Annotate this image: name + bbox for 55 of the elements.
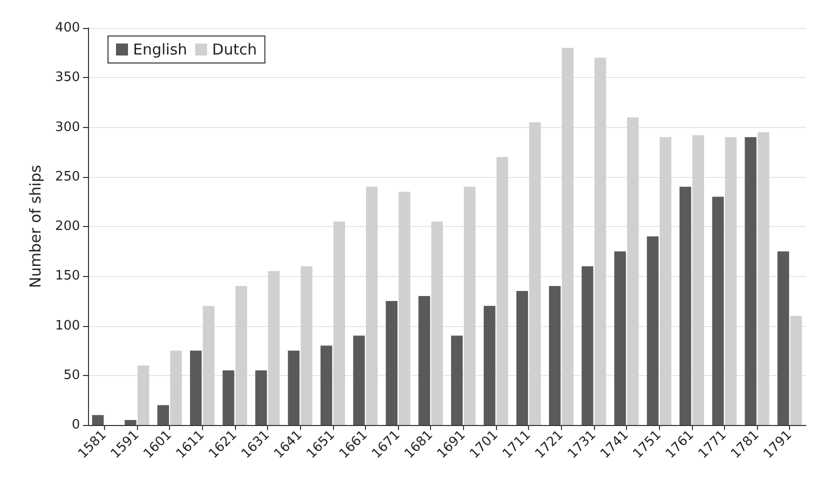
bar bbox=[170, 350, 182, 425]
y-tick-label: 50 bbox=[63, 368, 80, 383]
bar bbox=[288, 350, 300, 425]
bar bbox=[320, 346, 332, 425]
y-tick-label: 100 bbox=[55, 318, 80, 334]
bar bbox=[724, 137, 737, 425]
y-tick-label: 0 bbox=[72, 418, 80, 432]
bar bbox=[92, 415, 104, 425]
y-axis-title: Number of ships bbox=[26, 164, 44, 288]
bar bbox=[614, 251, 626, 425]
y-tick-label: 350 bbox=[55, 70, 80, 86]
y-tick-label: 200 bbox=[55, 219, 80, 234]
bar bbox=[548, 286, 561, 425]
bar bbox=[366, 186, 378, 425]
bar bbox=[496, 157, 508, 425]
bar bbox=[646, 236, 659, 425]
bar bbox=[464, 186, 476, 425]
bar bbox=[190, 350, 202, 425]
bar bbox=[222, 370, 234, 425]
bar bbox=[202, 306, 214, 425]
bar bbox=[431, 222, 443, 425]
bar bbox=[692, 135, 704, 425]
bar bbox=[790, 316, 802, 425]
bar bbox=[138, 365, 150, 425]
y-tick-label: 250 bbox=[55, 169, 80, 184]
legend-label: English bbox=[133, 40, 188, 58]
bar bbox=[529, 122, 541, 425]
bar bbox=[516, 291, 528, 425]
bar bbox=[235, 286, 248, 425]
bar bbox=[758, 132, 770, 425]
y-tick-label: 400 bbox=[55, 20, 80, 36]
bar bbox=[451, 336, 463, 425]
bar bbox=[582, 266, 594, 425]
bar bbox=[255, 370, 267, 425]
bar bbox=[398, 192, 410, 425]
y-tick-label: 300 bbox=[55, 120, 80, 135]
bar bbox=[680, 186, 692, 425]
bar bbox=[124, 420, 136, 425]
bar bbox=[268, 271, 280, 425]
bar bbox=[353, 336, 365, 425]
bar bbox=[744, 137, 756, 425]
bar bbox=[777, 251, 790, 425]
legend-label: Dutch bbox=[212, 40, 257, 58]
bar bbox=[418, 296, 430, 425]
bar bbox=[660, 137, 672, 425]
bar bbox=[157, 405, 170, 425]
bar bbox=[300, 266, 312, 425]
bar bbox=[562, 48, 574, 425]
bar bbox=[594, 58, 606, 425]
bar bbox=[627, 117, 639, 425]
bar bbox=[712, 196, 724, 425]
bar bbox=[484, 306, 496, 425]
bar bbox=[386, 300, 398, 425]
y-tick-label: 150 bbox=[55, 268, 80, 284]
bar bbox=[333, 222, 346, 425]
